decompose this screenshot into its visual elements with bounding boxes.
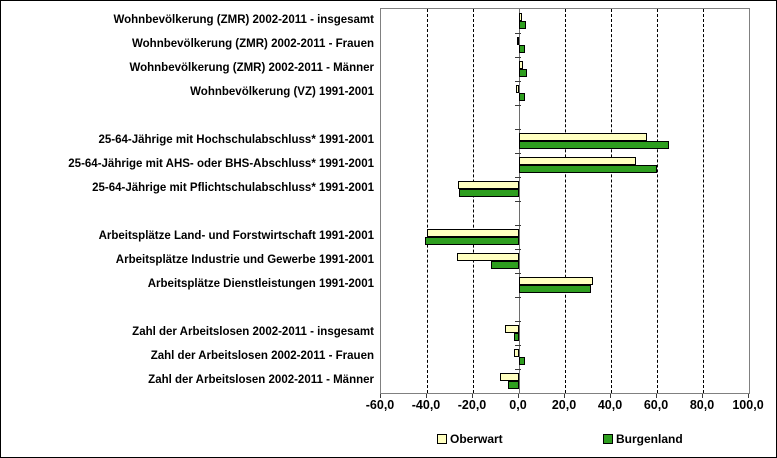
bar-oberwart	[514, 349, 519, 357]
bar-oberwart	[517, 37, 519, 45]
x-axis-tick-label: 80,0	[689, 398, 715, 412]
gridline	[473, 9, 474, 393]
category-label: Wohnbevölkerung (ZMR) 2002-2011 - insges…	[113, 14, 374, 26]
x-axis-tick	[610, 394, 611, 398]
category-tick	[515, 273, 521, 274]
category-tick	[515, 249, 521, 250]
bar-oberwart	[505, 325, 519, 333]
bar-burgenland	[424, 237, 519, 245]
category-tick	[515, 129, 521, 130]
category-label: 25-64-Jährige mit Pflichtschulabschluss*…	[92, 182, 374, 194]
category-tick	[515, 33, 521, 34]
category-label: Zahl der Arbeitslosen 2002-2011 - Frauen	[150, 350, 374, 362]
gridline	[611, 9, 612, 393]
gridline	[703, 9, 704, 393]
category-label: Zahl der Arbeitslosen 2002-2011 - Männer	[148, 374, 374, 386]
category-tick	[515, 177, 521, 178]
bar-burgenland	[514, 333, 519, 341]
legend: Oberwart Burgenland	[1, 431, 776, 449]
legend-swatch-icon	[437, 434, 447, 444]
bar-burgenland	[519, 141, 669, 149]
bar-oberwart	[519, 61, 523, 69]
x-axis-tick-label: 60,0	[643, 398, 669, 412]
bar-oberwart	[519, 133, 647, 141]
x-axis-tick	[748, 394, 749, 398]
bar-burgenland	[519, 165, 657, 173]
x-axis-tick-label: -60,0	[365, 398, 395, 412]
category-tick	[515, 153, 521, 154]
x-axis-tick	[472, 394, 473, 398]
bar-oberwart	[519, 157, 637, 165]
gridline	[657, 9, 658, 393]
bar-oberwart	[516, 85, 519, 93]
x-axis-tick-label: 0,0	[509, 398, 527, 412]
bar-burgenland	[519, 45, 526, 53]
value-axis-labels: -60,0 -40,0 -20,0 0,0 20,0 40,0 60,0 80,0 100,0	[1, 398, 776, 413]
gridline	[565, 9, 566, 393]
bar-burgenland	[519, 285, 592, 293]
x-axis-tick-label: 20,0	[551, 398, 577, 412]
category-label: Wohnbevölkerung (ZMR) 2002-2011 - Männer	[129, 62, 374, 74]
category-label: Wohnbevölkerung (ZMR) 2002-2011 - Frauen	[132, 38, 374, 50]
gridline	[427, 9, 428, 393]
legend-label: Oberwart	[450, 432, 503, 446]
x-axis-tick-label: 40,0	[597, 398, 623, 412]
x-axis-tick	[380, 394, 381, 398]
bar-burgenland	[459, 189, 519, 197]
bar-oberwart	[519, 13, 522, 21]
bar-burgenland	[519, 21, 526, 29]
category-tick	[515, 297, 521, 298]
x-axis-tick	[426, 394, 427, 398]
category-label: Wohnbevölkerung (VZ) 1991-2001	[190, 86, 374, 98]
bar-burgenland	[508, 381, 519, 389]
x-axis-tick	[518, 394, 519, 398]
category-label: Arbeitsplätze Industrie und Gewerbe 1991…	[115, 254, 374, 266]
x-axis-tick	[564, 394, 565, 398]
bar-oberwart	[519, 277, 593, 285]
category-label: Arbeitsplätze Land- und Forstwirtschaft …	[98, 230, 374, 242]
category-tick	[515, 369, 521, 370]
plot-area	[380, 8, 750, 394]
category-tick	[515, 105, 521, 106]
category-tick	[515, 345, 521, 346]
bar-oberwart	[499, 373, 519, 381]
legend-label: Burgenland	[616, 432, 683, 446]
bar-oberwart	[458, 181, 519, 189]
bar-oberwart	[456, 253, 519, 261]
category-label: Zahl der Arbeitslosen 2002-2011 - insges…	[132, 326, 374, 338]
category-label: 25-64-Jährige mit Hochschulabschluss* 19…	[98, 134, 375, 146]
bar-burgenland	[519, 69, 527, 77]
category-tick	[515, 57, 521, 58]
legend-swatch-icon	[603, 434, 613, 444]
x-axis-tick	[702, 394, 703, 398]
category-tick	[515, 225, 521, 226]
x-axis-tick-label: -40,0	[411, 398, 441, 412]
x-axis-tick	[656, 394, 657, 398]
bar-burgenland	[519, 357, 525, 365]
bar-oberwart	[427, 229, 519, 237]
bar-burgenland	[519, 93, 526, 101]
x-axis-tick-label: -20,0	[457, 398, 487, 412]
bar-burgenland	[491, 261, 519, 269]
category-tick	[515, 321, 521, 322]
x-axis-tick-label: 100,0	[732, 398, 764, 412]
category-tick	[515, 81, 521, 82]
category-label: Arbeitsplätze Dienstleistungen 1991-2001	[147, 278, 374, 290]
category-label: 25-64-Jährige mit AHS- oder BHS-Abschlus…	[68, 158, 374, 170]
category-tick	[515, 201, 521, 202]
